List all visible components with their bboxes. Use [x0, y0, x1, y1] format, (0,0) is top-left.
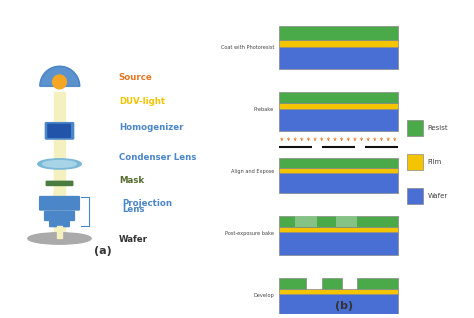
Bar [279, 40, 398, 47]
Bar [279, 103, 398, 108]
Polygon shape [52, 185, 67, 199]
Bar [295, 216, 317, 227]
Ellipse shape [28, 233, 91, 244]
Polygon shape [54, 92, 65, 234]
FancyBboxPatch shape [53, 124, 57, 137]
Text: Wafer: Wafer [119, 235, 148, 244]
Text: (b): (b) [335, 301, 353, 311]
FancyBboxPatch shape [50, 221, 69, 227]
Text: Condenser Lens: Condenser Lens [119, 153, 196, 162]
Bar [279, 47, 398, 69]
Text: Wafer: Wafer [428, 193, 447, 199]
Text: Homogenizer: Homogenizer [119, 123, 183, 132]
Bar [407, 154, 423, 170]
Text: Resist: Resist [428, 125, 448, 131]
Bar [336, 216, 357, 227]
Bar [279, 232, 398, 255]
FancyBboxPatch shape [46, 123, 73, 139]
Bar [279, 227, 398, 232]
FancyBboxPatch shape [62, 124, 66, 137]
Text: Prebake: Prebake [254, 107, 274, 112]
Bar [279, 26, 398, 40]
Text: Lens: Lens [123, 205, 145, 214]
Bar [279, 173, 398, 193]
FancyBboxPatch shape [57, 124, 61, 137]
Polygon shape [57, 226, 62, 238]
Bar [279, 289, 398, 294]
Ellipse shape [43, 161, 76, 167]
Bar [321, 278, 342, 289]
Bar [279, 92, 398, 103]
Bar [279, 216, 398, 227]
FancyBboxPatch shape [40, 197, 79, 210]
Bar [279, 158, 398, 168]
FancyBboxPatch shape [48, 124, 52, 137]
Polygon shape [54, 169, 65, 184]
Bar [357, 278, 398, 289]
Text: Develop: Develop [254, 293, 274, 298]
Bar [279, 278, 306, 289]
Bar [407, 188, 423, 204]
Bar [279, 108, 398, 131]
Text: Film: Film [428, 159, 442, 165]
Text: DUV-light: DUV-light [119, 97, 165, 106]
Text: Source: Source [119, 73, 153, 82]
Bar [279, 168, 398, 173]
Circle shape [53, 75, 66, 89]
Text: Coat with Photoresist: Coat with Photoresist [221, 45, 274, 50]
Text: Projection: Projection [123, 199, 173, 208]
Bar [279, 294, 398, 317]
Text: (a): (a) [94, 246, 112, 256]
Text: Post-exposure bake: Post-exposure bake [225, 231, 274, 236]
FancyBboxPatch shape [66, 124, 70, 137]
Ellipse shape [38, 159, 81, 169]
Bar [407, 120, 423, 136]
Text: Mask: Mask [119, 176, 144, 185]
FancyBboxPatch shape [45, 211, 74, 220]
FancyBboxPatch shape [46, 181, 73, 185]
Text: Align and Expose: Align and Expose [231, 169, 274, 174]
